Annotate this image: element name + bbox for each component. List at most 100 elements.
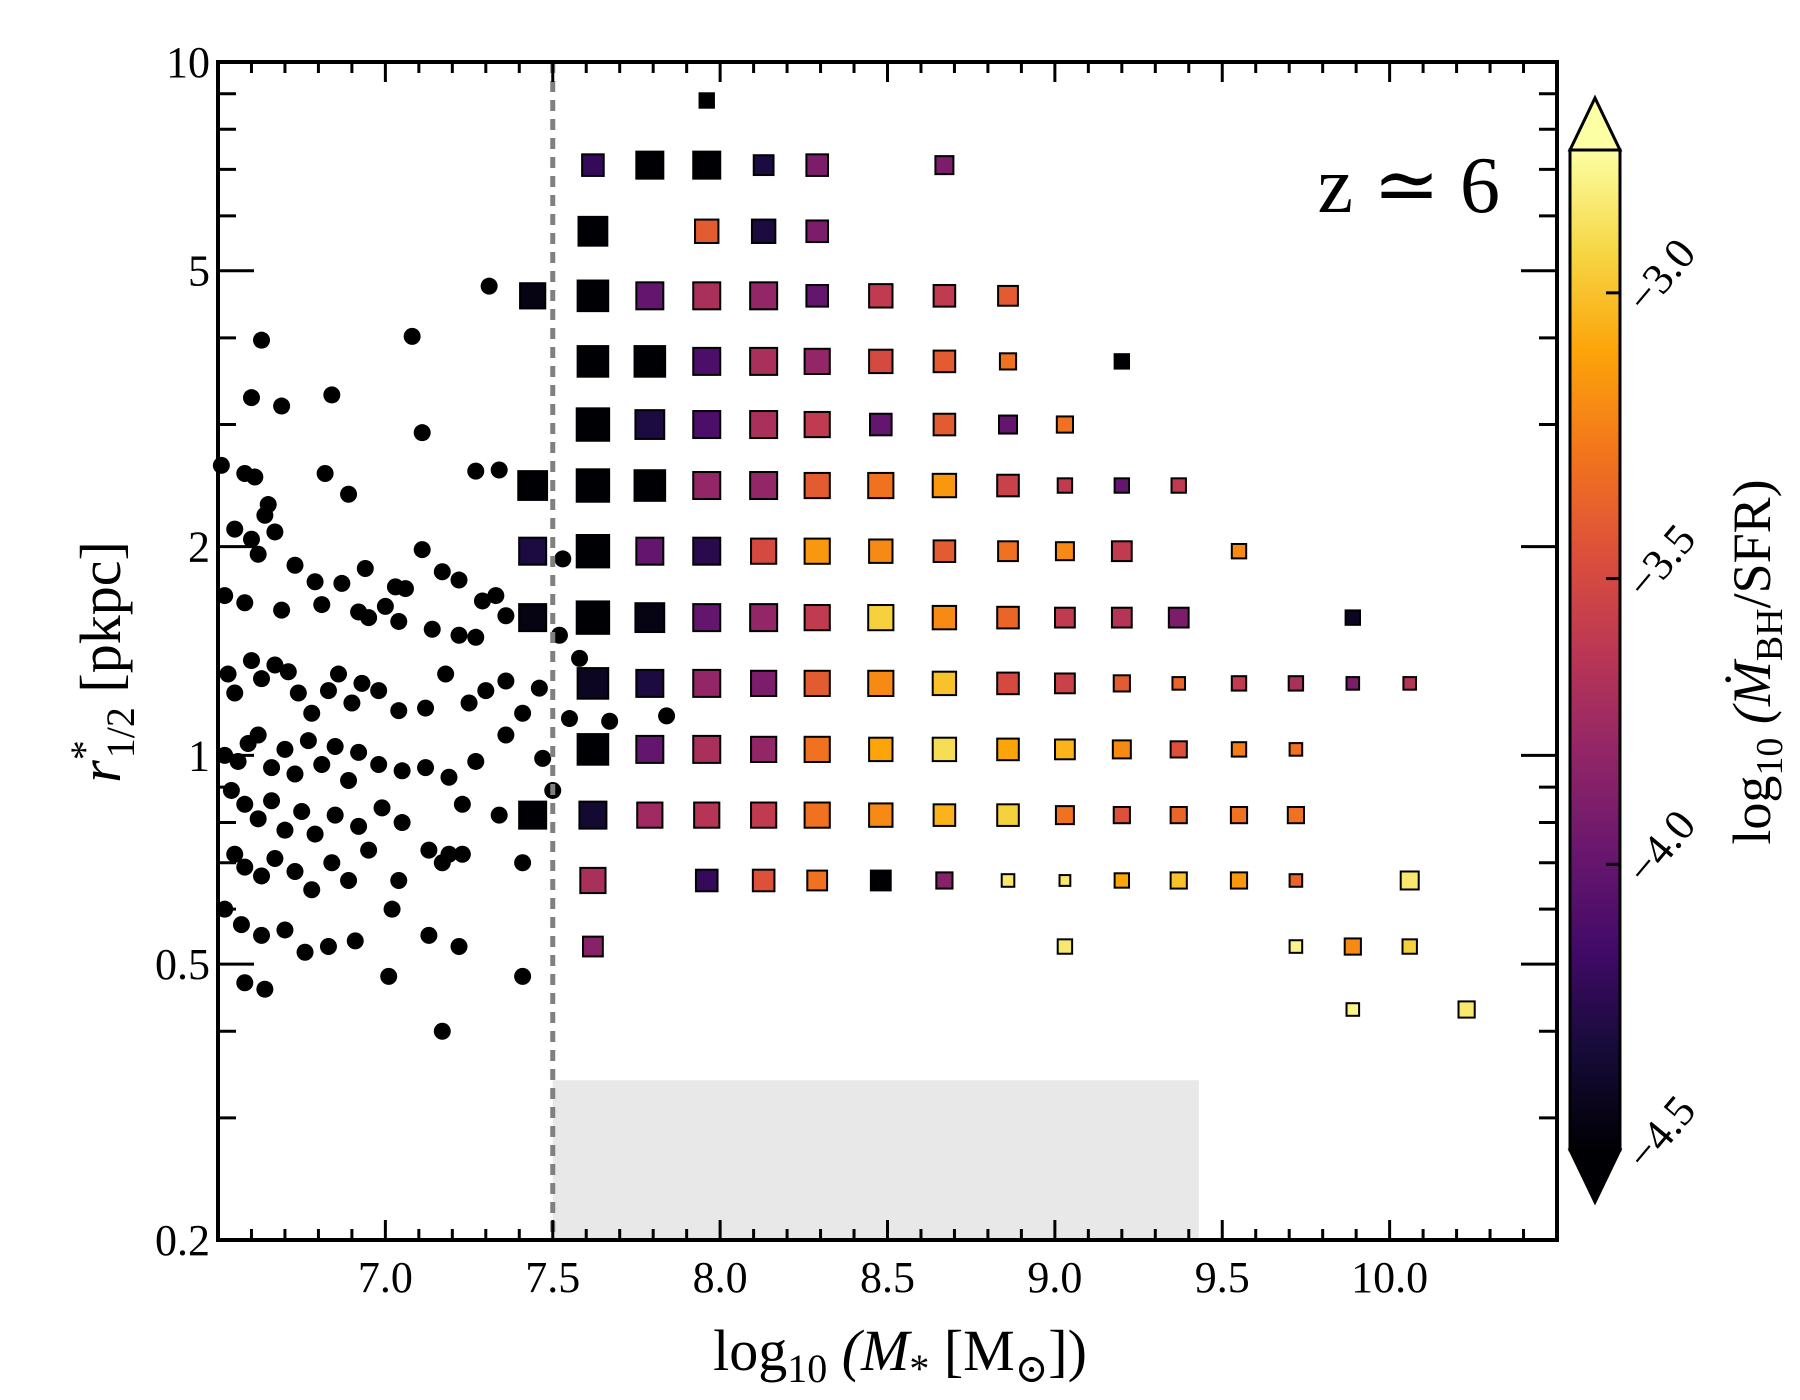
binned-square xyxy=(750,669,778,697)
binned-square xyxy=(1112,806,1131,825)
binned-square xyxy=(1343,937,1362,956)
scatter-point xyxy=(376,597,394,615)
x-label-sub: 10 xyxy=(787,1346,827,1391)
binned-square xyxy=(519,282,547,310)
binned-square xyxy=(998,414,1019,435)
y-label-post: [pkpc] xyxy=(68,541,133,707)
binned-square xyxy=(1000,873,1016,888)
binned-square xyxy=(1402,676,1418,691)
binned-square xyxy=(692,536,722,566)
binned-square xyxy=(869,412,893,437)
binned-square xyxy=(575,600,611,635)
binned-square xyxy=(692,150,722,180)
binned-square xyxy=(805,153,830,177)
colorbar: −4.5 −4.0 −3.5 −3.0 xyxy=(1567,94,1705,1206)
x-label-sub3: ⊙ xyxy=(1015,1346,1049,1391)
scatter-point xyxy=(450,626,468,644)
scatter-points-layer xyxy=(212,277,676,1040)
scatter-point xyxy=(437,665,455,683)
colorbar-extend-max xyxy=(1567,94,1623,152)
y-tick-label: 0.5 xyxy=(155,940,210,989)
scatter-point xyxy=(360,841,378,859)
y-tick-label: 10 xyxy=(166,38,210,87)
binned-square xyxy=(692,603,722,633)
binned-square xyxy=(931,670,958,697)
binned-square xyxy=(576,733,610,766)
scatter-point xyxy=(514,967,532,985)
scatter-point xyxy=(560,710,578,728)
binned-square xyxy=(932,349,957,374)
scatter-point xyxy=(413,541,431,559)
scatter-point xyxy=(249,810,267,828)
scatter-point xyxy=(601,712,619,730)
binned-square xyxy=(1288,939,1304,954)
scatter-point xyxy=(490,806,508,824)
binned-square xyxy=(576,667,610,700)
binned-square xyxy=(931,736,958,763)
scatter-point xyxy=(263,759,281,777)
scatter-point xyxy=(450,571,468,589)
scatter-point xyxy=(216,587,234,605)
scatter-point xyxy=(350,817,368,835)
scatter-point xyxy=(383,900,401,918)
scatter-point xyxy=(396,580,414,598)
scatter-point xyxy=(330,665,348,683)
binned-square xyxy=(1345,1002,1361,1017)
scatter-point xyxy=(273,601,291,619)
scatter-point xyxy=(340,771,358,789)
scatter-point xyxy=(373,799,391,817)
scatter-point xyxy=(323,854,341,872)
binned-square xyxy=(1054,738,1076,761)
x-tick-label: 7.5 xyxy=(525,1253,580,1302)
scatter-point xyxy=(276,740,294,758)
scatter-point xyxy=(467,628,485,646)
y-label-sup: * xyxy=(62,740,107,760)
scatter-point xyxy=(433,1022,451,1040)
binned-square xyxy=(749,281,779,311)
binned-square xyxy=(934,155,955,176)
binned-square xyxy=(932,803,957,827)
scatter-point xyxy=(390,612,408,630)
binned-square xyxy=(575,407,611,442)
scatter-point xyxy=(232,916,250,934)
binned-square xyxy=(803,347,831,375)
binned-square xyxy=(576,345,610,378)
binned-square xyxy=(1344,609,1362,626)
scatter-point xyxy=(480,277,498,295)
binned-square xyxy=(575,533,611,569)
scatter-point xyxy=(273,397,291,415)
binned-square xyxy=(867,604,895,632)
binned-square xyxy=(635,536,665,566)
scatter-point xyxy=(450,938,468,956)
binned-square xyxy=(518,800,548,830)
scatter-point xyxy=(380,967,398,985)
binned-square xyxy=(932,412,957,437)
scatter-point xyxy=(554,550,572,568)
binned-square xyxy=(518,603,548,633)
binned-square xyxy=(692,410,722,440)
x-label-post: (M xyxy=(827,1318,912,1383)
binned-square xyxy=(752,154,775,177)
scatter-point xyxy=(242,652,260,670)
scatter-point xyxy=(497,726,515,744)
shaded-region xyxy=(552,1080,1199,1240)
cb-label-sub: 10 xyxy=(1749,738,1791,776)
scatter-point xyxy=(286,862,304,880)
scatter-point xyxy=(390,702,408,720)
scatter-point xyxy=(370,756,388,774)
scatter-point xyxy=(420,841,438,859)
binned-square xyxy=(997,284,1019,307)
scatter-point xyxy=(279,663,297,681)
binned-square xyxy=(692,668,722,698)
scatter-point xyxy=(253,670,271,688)
binned-square xyxy=(803,801,831,829)
binned-square xyxy=(805,284,830,308)
scatter-point xyxy=(249,545,267,563)
redshift-annotation: z ≃ 6 xyxy=(1317,142,1500,230)
scatter-point xyxy=(467,752,485,770)
binned-square xyxy=(1399,870,1420,891)
binned-square xyxy=(803,471,831,500)
binned-square xyxy=(1169,871,1188,890)
binned-square xyxy=(635,668,665,698)
scatter-point xyxy=(343,694,361,712)
